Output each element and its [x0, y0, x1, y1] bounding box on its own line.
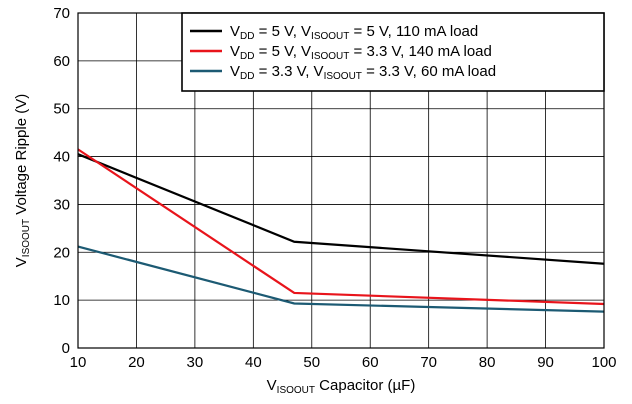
- y-tick-label: 70: [53, 5, 70, 22]
- legend-box: [181, 12, 605, 92]
- y-axis-ticks: 0 10 20 30 40 50 60 70: [53, 5, 70, 357]
- y-tick-label: 40: [53, 149, 70, 166]
- series-line-2: [77, 148, 605, 306]
- y-tick-label: 60: [53, 53, 70, 70]
- x-tick-label: 50: [303, 354, 320, 371]
- x-tick-label: 30: [187, 354, 204, 371]
- y-tick-label: 20: [53, 244, 70, 261]
- series-line-3: [77, 245, 605, 313]
- x-tick-label: 60: [362, 354, 379, 371]
- x-tick-label: 100: [591, 354, 616, 371]
- x-tick-label: 80: [479, 354, 496, 371]
- y-tick-label: 50: [53, 101, 70, 118]
- series-line-1: [77, 153, 605, 265]
- x-tick-label: 40: [245, 354, 262, 371]
- x-tick-label: 90: [537, 354, 554, 371]
- y-tick-label: 10: [53, 292, 70, 309]
- y-axis-title: VISOOUT Voltage Ripple (V): [13, 94, 32, 267]
- legend-entry-label: VDD = 5 V, VISOOUT = 5 V, 110 mA load: [230, 23, 478, 42]
- x-axis-title: VISOOUT Capacitor (µF): [267, 377, 416, 396]
- data-series: [77, 148, 605, 313]
- legend-entry-label: VDD = 3.3 V, VISOOUT = 3.3 V, 60 mA load: [230, 63, 496, 82]
- y-tick-label: 30: [53, 196, 70, 213]
- y-tick-label: 0: [62, 340, 70, 357]
- x-tick-label: 70: [420, 354, 437, 371]
- legend: VDD = 5 V, VISOOUT = 5 V, 110 mA loadVDD…: [181, 12, 605, 92]
- legend-entry-label: VDD = 5 V, VISOOUT = 3.3 V, 140 mA load: [230, 43, 492, 62]
- x-axis-ticks: 10 20 30 40 50 60 70 80 90 100: [70, 354, 617, 371]
- x-tick-label: 20: [128, 354, 145, 371]
- x-tick-label: 10: [70, 354, 87, 371]
